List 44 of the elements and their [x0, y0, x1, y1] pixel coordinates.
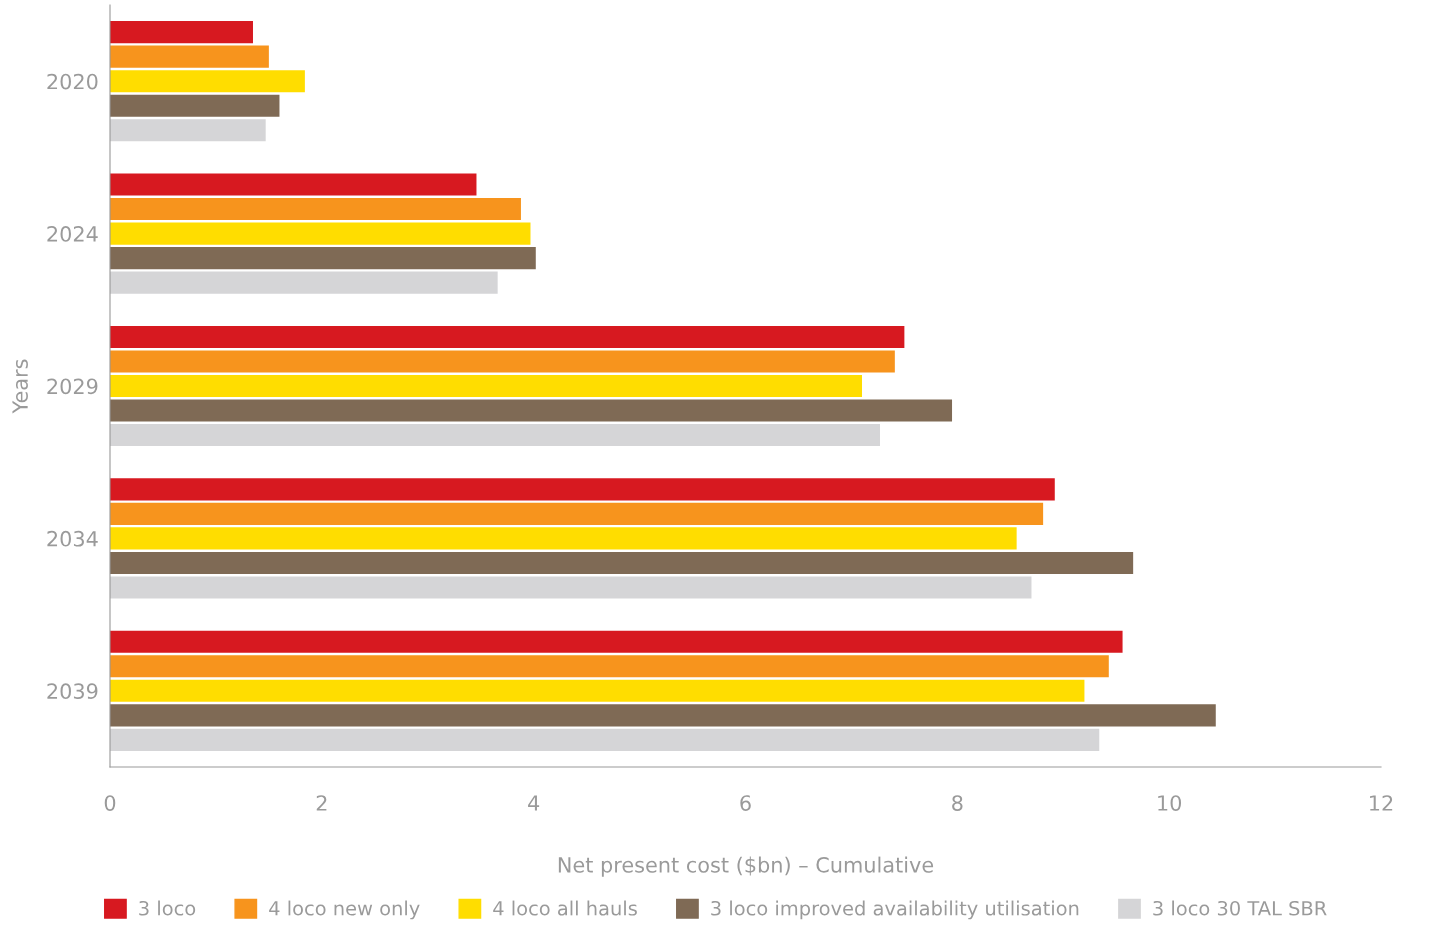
y-tick-label: 2020: [47, 73, 98, 90]
y-axis-title: Years: [12, 359, 28, 414]
bar: [110, 655, 1109, 678]
y-tick-label: 2039: [47, 683, 98, 700]
bar: [110, 527, 1017, 550]
y-tick-label: 2024: [47, 226, 98, 242]
bar: [110, 222, 531, 245]
bar: [110, 350, 895, 373]
bar: [110, 424, 881, 447]
y-tick-label: 2029: [47, 378, 98, 395]
bar: [110, 728, 1100, 751]
bar: [110, 247, 536, 270]
legend-label: 3 loco improved availability utilisation: [711, 900, 1079, 920]
bar: [110, 198, 521, 221]
bar: [110, 374, 863, 398]
bar: [110, 679, 1085, 702]
bar: [110, 704, 1216, 727]
bar: [110, 576, 1032, 599]
x-tick-label: 0: [104, 795, 116, 811]
bar: [110, 21, 253, 44]
bar: [110, 45, 269, 68]
bar: [110, 173, 477, 196]
bar: [110, 119, 266, 142]
bar: [110, 502, 1044, 525]
x-tick-label: 8: [952, 795, 963, 811]
bar: [110, 478, 1055, 501]
legend-label: 4 loco new only: [269, 900, 420, 920]
legend-label: 3 loco 30 TAL SBR: [1153, 900, 1327, 916]
bar: [110, 94, 280, 117]
legend-label: 4 loco all hauls: [493, 900, 637, 916]
bar: [110, 271, 498, 294]
x-tick-label: 10: [1158, 795, 1182, 811]
bar: [110, 325, 905, 348]
bar: [110, 399, 953, 422]
bar: [110, 630, 1123, 653]
bar: [110, 551, 1134, 574]
legend-label: 3 loco: [139, 900, 196, 916]
bar: [110, 70, 305, 93]
x-axis-title: Net present cost ($bn) – Cumulative: [558, 856, 934, 877]
x-tick-label: 12: [1370, 795, 1393, 811]
x-tick-label: 4: [528, 795, 540, 811]
y-tick-label: 2034: [47, 530, 98, 547]
x-tick-label: 6: [740, 795, 751, 811]
x-tick-label: 2: [316, 795, 327, 811]
